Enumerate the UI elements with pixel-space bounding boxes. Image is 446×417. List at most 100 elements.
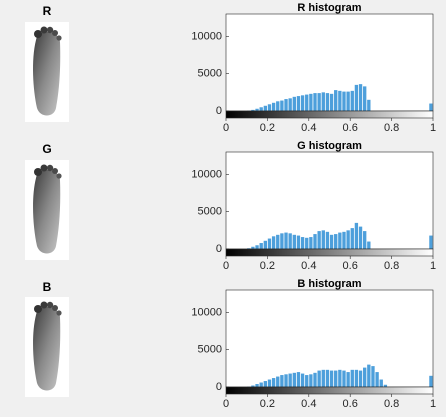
bar <box>317 93 320 111</box>
bar <box>363 86 366 111</box>
bar <box>284 233 287 249</box>
bar <box>346 372 349 387</box>
x-tick-label: 0.2 <box>260 122 275 134</box>
bar <box>293 235 296 249</box>
foot-image <box>25 297 69 397</box>
x-tick-label: 0.4 <box>301 398 316 410</box>
bar <box>289 98 292 111</box>
x-tick-label: 0 <box>223 260 229 272</box>
bar <box>297 236 300 249</box>
bar <box>309 237 312 249</box>
bar <box>359 227 362 249</box>
chart-title: R histogram <box>297 2 361 14</box>
y-tick-label: 5000 <box>198 68 222 80</box>
bar <box>284 374 287 387</box>
bar <box>355 223 358 249</box>
bar <box>276 235 279 249</box>
bar <box>264 241 267 249</box>
bar <box>429 376 432 387</box>
y-tick-label: 5000 <box>198 206 222 218</box>
bar <box>313 373 316 387</box>
colorbar <box>226 249 433 256</box>
bar <box>334 371 337 387</box>
bar <box>260 107 263 111</box>
bar <box>293 373 296 387</box>
bar <box>375 372 378 387</box>
x-tick-label: 0.6 <box>343 398 358 410</box>
bar <box>330 235 333 249</box>
bar <box>326 93 329 111</box>
bar <box>264 106 267 111</box>
bar <box>289 374 292 387</box>
x-tick-label: 0 <box>223 398 229 410</box>
y-tick-label: 10000 <box>191 168 222 180</box>
y-tick-label: 10000 <box>191 30 222 42</box>
bar <box>251 247 254 249</box>
bar <box>342 92 345 111</box>
bar <box>317 231 320 249</box>
bar <box>351 370 354 387</box>
bar <box>338 91 341 111</box>
bar <box>367 100 370 111</box>
bar <box>272 236 275 249</box>
image-label: B <box>43 280 52 294</box>
bar <box>359 84 362 111</box>
bar <box>268 104 271 111</box>
bar <box>297 372 300 387</box>
bar <box>264 381 267 387</box>
x-tick-label: 0.2 <box>260 260 275 272</box>
bar <box>276 101 279 111</box>
bar <box>280 233 283 249</box>
bar <box>309 374 312 387</box>
bar <box>305 95 308 111</box>
bar <box>346 92 349 111</box>
bar <box>326 232 329 249</box>
bar <box>255 109 258 111</box>
chart-title: G histogram <box>297 140 362 152</box>
bar <box>322 92 325 111</box>
bar <box>255 245 258 249</box>
chart-title: B histogram <box>297 278 361 290</box>
colorbar <box>226 111 433 118</box>
image-label: G <box>42 142 51 156</box>
bar <box>371 366 374 387</box>
bar <box>429 104 432 111</box>
bar <box>429 236 432 249</box>
bar <box>338 370 341 387</box>
bar <box>384 385 387 387</box>
y-tick-label: 0 <box>216 105 222 117</box>
y-tick-label: 0 <box>216 381 222 393</box>
bar <box>330 94 333 111</box>
bar <box>305 375 308 387</box>
bar <box>301 95 304 111</box>
bar <box>301 237 304 249</box>
bar <box>272 378 275 387</box>
bar <box>346 230 349 249</box>
x-tick-label: 0 <box>223 122 229 134</box>
bar <box>322 230 325 249</box>
bar <box>326 370 329 387</box>
bar <box>363 231 366 249</box>
bar <box>363 368 366 387</box>
x-tick-label: 0.6 <box>343 260 358 272</box>
bar <box>255 384 258 387</box>
bar <box>260 243 263 249</box>
bar <box>355 370 358 387</box>
bar <box>301 374 304 387</box>
bar <box>342 371 345 387</box>
figure: RGBR histogram050001000000.20.40.60.81G … <box>0 0 446 417</box>
x-tick-label: 1 <box>430 122 436 134</box>
bar <box>272 103 275 111</box>
bar <box>355 85 358 111</box>
y-tick-label: 10000 <box>191 306 222 318</box>
x-tick-label: 0.8 <box>384 260 399 272</box>
bar <box>289 233 292 249</box>
x-tick-label: 0.8 <box>384 398 399 410</box>
bar <box>359 371 362 387</box>
bar <box>338 233 341 249</box>
bar <box>380 380 383 387</box>
bar <box>317 371 320 387</box>
y-tick-label: 5000 <box>198 344 222 356</box>
bar <box>297 96 300 111</box>
bar <box>268 380 271 387</box>
